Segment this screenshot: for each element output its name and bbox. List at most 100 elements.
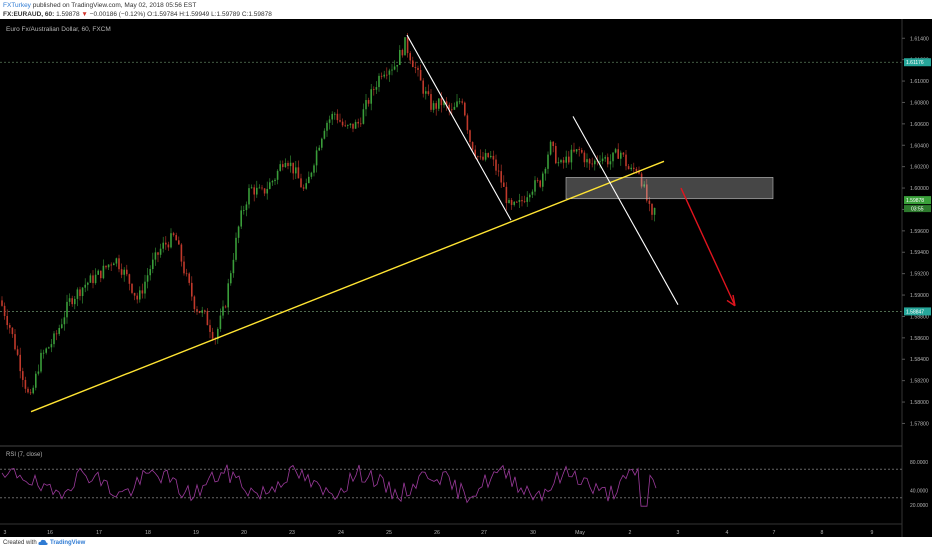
candle-body xyxy=(42,352,45,354)
rsi-tick-label: 20.0000 xyxy=(910,503,928,509)
candle-body xyxy=(458,101,461,103)
candle-body xyxy=(651,203,653,215)
channel-line-right[interactable] xyxy=(572,116,679,305)
candle-body xyxy=(331,113,333,120)
candle-body xyxy=(323,130,326,139)
candle-body xyxy=(578,149,580,151)
candle-body xyxy=(3,305,6,316)
candle-body xyxy=(55,333,58,335)
candle-body xyxy=(534,180,536,192)
candle-body xyxy=(614,149,617,153)
candle-body xyxy=(523,201,526,203)
candle-body xyxy=(492,155,495,160)
candle-body xyxy=(198,311,201,313)
candle-body xyxy=(308,176,310,184)
candle-body xyxy=(570,149,573,163)
candle-body xyxy=(469,130,471,142)
candle-body xyxy=(349,123,352,126)
candle-body xyxy=(305,183,307,189)
candle-body xyxy=(412,60,414,68)
target-arrow[interactable] xyxy=(680,187,736,307)
candle-body xyxy=(295,167,297,174)
ascending-trendline[interactable] xyxy=(30,160,665,413)
candle-body xyxy=(40,352,42,372)
price-tick-label: 1.57800 xyxy=(910,421,929,427)
candle-body xyxy=(370,89,372,104)
candle-body xyxy=(227,283,229,308)
candle-body xyxy=(417,67,419,70)
candle-body xyxy=(204,310,206,312)
candle-body xyxy=(547,154,549,169)
candle-body xyxy=(635,168,638,172)
candle-body xyxy=(191,282,193,297)
candle-body xyxy=(183,261,185,274)
countdown-value: 03:55 xyxy=(911,207,924,213)
candle-body xyxy=(479,156,482,158)
candle-body xyxy=(581,150,583,153)
candle-body xyxy=(61,324,63,328)
time-tick-label: 27 xyxy=(481,530,487,536)
candle-body xyxy=(503,182,505,187)
candle-body xyxy=(180,244,183,262)
candle-body xyxy=(165,242,167,245)
candle-body xyxy=(250,187,253,189)
down-arrow-icon: ▼ xyxy=(81,11,88,18)
candle-body xyxy=(438,98,440,109)
candle-body xyxy=(430,94,432,110)
candle-body xyxy=(258,187,261,189)
candle-body xyxy=(539,180,541,187)
candle-body xyxy=(224,306,227,308)
countdown-tag xyxy=(904,205,931,213)
symbol-label: FX:EURAUD, 60 xyxy=(3,11,53,18)
channel-line-left[interactable] xyxy=(406,34,512,221)
candle-body xyxy=(362,109,365,124)
time-tick-label: 2 xyxy=(629,530,632,536)
candle-body xyxy=(6,315,8,326)
candle-body xyxy=(245,204,248,211)
candle-body xyxy=(287,162,289,167)
candle-body xyxy=(461,101,463,103)
price-chart[interactable]: 1.614001.612001.610001.608001.606001.604… xyxy=(0,19,932,540)
candle-body xyxy=(167,244,170,248)
candle-body xyxy=(604,157,606,159)
candle-body xyxy=(336,113,339,121)
author-link[interactable]: FXTurkey xyxy=(3,2,31,9)
resistance-level-value: 1.61176 xyxy=(906,60,924,66)
candle-body xyxy=(110,264,112,266)
candle-body xyxy=(107,264,110,268)
candle-body xyxy=(100,270,102,279)
candle-body xyxy=(375,87,378,90)
tradingview-brand[interactable]: TradingView xyxy=(50,540,86,546)
candle-body xyxy=(22,371,24,380)
candle-body xyxy=(653,207,656,215)
candle-body xyxy=(648,200,651,204)
supply-zone-box[interactable] xyxy=(565,177,774,200)
price-tick-label: 1.59000 xyxy=(910,293,929,299)
candle-body xyxy=(630,167,632,170)
candle-body xyxy=(586,159,588,163)
candle-body xyxy=(74,298,76,305)
candle-body xyxy=(510,200,513,205)
candle-body xyxy=(118,258,120,270)
chart-area[interactable]: 1.614001.612001.610001.608001.606001.604… xyxy=(0,19,932,540)
rsi-tick-label: 80.0000 xyxy=(910,460,928,466)
price-tick-label: 1.59200 xyxy=(910,272,929,278)
candle-body xyxy=(14,334,16,350)
price-tick-label: 1.60400 xyxy=(910,143,929,149)
candle-body xyxy=(144,281,146,294)
quote-line: FX:EURAUD, 60: 1.59878 ▼ −0.00186 (−0.12… xyxy=(3,11,272,18)
candle-body xyxy=(443,101,445,106)
candle-body xyxy=(196,309,198,312)
candle-body xyxy=(211,331,214,339)
candle-body xyxy=(516,201,518,203)
candle-body xyxy=(484,153,487,160)
candle-body xyxy=(209,325,211,332)
candle-body xyxy=(126,269,128,275)
candle-body xyxy=(536,180,539,182)
candle-body xyxy=(594,160,596,165)
time-tick-label: 8 xyxy=(821,530,824,536)
candle-body xyxy=(521,199,523,202)
candle-body xyxy=(448,104,450,110)
candle-body xyxy=(45,348,47,353)
candle-body xyxy=(500,171,502,183)
